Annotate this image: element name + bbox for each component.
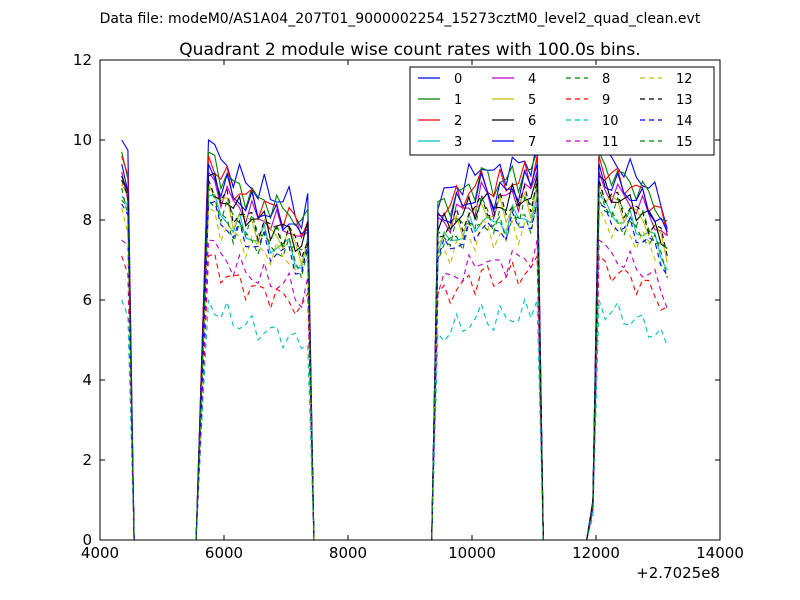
data-file-label: Data file: modeM0/AS1A04_207T01_90000022… [100,11,701,27]
legend-label-11: 11 [602,135,619,150]
x-tick-label: 4000 [81,544,119,562]
plot-lines [121,138,668,541]
legend-label-7: 7 [528,135,536,150]
y-tick-label: 0 [82,531,92,549]
x-tick-label: 10000 [448,544,496,562]
y-tick-label: 8 [82,211,92,229]
legend-label-5: 5 [528,93,536,108]
series-line-3 [121,193,668,541]
legend-label-3: 3 [454,135,462,150]
legend-label-14: 14 [676,114,693,129]
legend-label-8: 8 [602,72,610,87]
y-tick-label: 2 [82,451,92,469]
legend-label-0: 0 [454,72,462,87]
x-tick-label: 8000 [329,544,367,562]
chart-title: Quadrant 2 module wise count rates with … [179,40,640,60]
y-tick-label: 6 [82,291,92,309]
x-tick-label: 14000 [696,544,744,562]
y-tick-label: 4 [82,371,92,389]
legend-label-13: 13 [676,93,693,108]
legend-label-4: 4 [528,72,536,87]
x-offset-label: +2.7025e8 [636,564,720,582]
legend-label-2: 2 [454,114,462,129]
legend-label-12: 12 [676,72,693,87]
x-axis: 4000 6000 8000 10000 12000 14000 [81,60,744,562]
legend-label-10: 10 [602,114,619,129]
x-tick-label: 6000 [205,544,243,562]
legend-label-1: 1 [454,93,462,108]
legend-frame [409,66,715,156]
y-tick-label: 10 [73,131,92,149]
x-tick-label: 12000 [572,544,620,562]
legend-label-9: 9 [602,93,610,108]
y-tick-label: 12 [73,51,92,69]
legend-label-15: 15 [676,135,693,150]
legend-label-6: 6 [528,114,536,129]
